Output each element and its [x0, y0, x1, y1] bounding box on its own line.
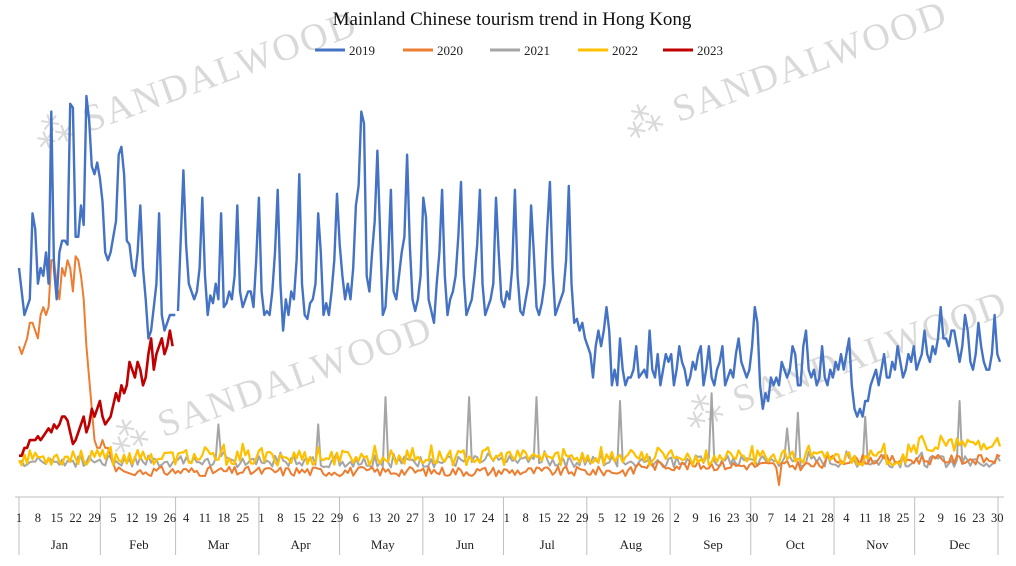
x-tick-label: 4 — [843, 511, 850, 525]
x-tick-label: 30 — [746, 511, 759, 525]
x-tick-label: 5 — [598, 511, 604, 525]
x-month-label: Feb — [129, 537, 149, 552]
x-tick-label: 19 — [633, 511, 646, 525]
x-tick-label: 8 — [523, 511, 529, 525]
x-tick-label: 9 — [692, 511, 698, 525]
x-tick-label: 20 — [387, 511, 400, 525]
x-tick-label: 25 — [236, 511, 249, 525]
x-tick-label: 1 — [258, 511, 264, 525]
x-tick-label: 2 — [919, 511, 925, 525]
x-tick-label: 28 — [821, 511, 834, 525]
x-tick-label: 18 — [878, 511, 891, 525]
x-tick-label: 5 — [110, 511, 116, 525]
x-tick-label: 27 — [406, 511, 419, 525]
x-month-label: May — [371, 537, 395, 552]
x-tick-label: 2 — [673, 511, 679, 525]
x-tick-label: 14 — [784, 511, 797, 525]
x-tick-label: 18 — [218, 511, 231, 525]
x-month-label: Jul — [540, 537, 556, 552]
x-tick-label: 12 — [614, 511, 627, 525]
plot-area — [17, 94, 1002, 486]
x-month-label: Dec — [949, 537, 970, 552]
x-month-label: Nov — [866, 537, 889, 552]
legend-label-2023: 2023 — [697, 43, 723, 58]
x-tick-label: 26 — [164, 511, 177, 525]
x-month-label: Apr — [291, 537, 312, 552]
series-line-2020 — [18, 255, 1001, 486]
x-tick-label: 3 — [428, 511, 434, 525]
x-tick-label: 19 — [145, 511, 158, 525]
x-tick-label: 23 — [727, 511, 740, 525]
x-tick-label: 9 — [938, 511, 944, 525]
legend-label-2021: 2021 — [524, 43, 550, 58]
x-tick-label: 1 — [504, 511, 510, 525]
series-line-2021 — [18, 392, 1001, 469]
x-tick-label: 7 — [768, 511, 774, 525]
watermark-text: ⁂ SANDALWOOD — [29, 2, 364, 158]
x-month-label: Jun — [456, 537, 475, 552]
x-tick-label: 15 — [50, 511, 63, 525]
series-line-2019-a — [17, 94, 176, 340]
legend: 2019 2020 2021 2022 2023 — [315, 43, 723, 58]
x-tick-label: 29 — [88, 511, 101, 525]
series-line-2022 — [18, 434, 1002, 467]
x-tick-label: 24 — [482, 511, 495, 525]
x-tick-label: 12 — [126, 511, 139, 525]
x-tick-label: 11 — [859, 511, 871, 525]
x-tick-label: 29 — [576, 511, 589, 525]
x-tick-label: 29 — [331, 511, 344, 525]
x-tick-label: 21 — [802, 511, 815, 525]
chart-title: Mainland Chinese tourism trend in Hong K… — [333, 9, 692, 30]
watermark-layer: ⁂ SANDALWOOD ⁂ SANDALWOOD⁂ SANDALWOOD ⁂ SA… — [29, 0, 1014, 463]
legend-label-2019: 2019 — [349, 43, 375, 58]
x-tick-label: 4 — [183, 511, 190, 525]
watermark-text: ⁂ SANDALWOOD — [104, 307, 439, 463]
x-tick-label: 1 — [16, 511, 22, 525]
x-tick-label: 10 — [444, 511, 457, 525]
x-month-label: Jan — [51, 537, 69, 552]
x-tick-label: 15 — [538, 511, 551, 525]
x-tick-label: 22 — [69, 511, 82, 525]
x-tick-label: 6 — [353, 511, 359, 525]
series-line-2019-b — [176, 110, 1002, 418]
x-tick-label: 8 — [277, 511, 283, 525]
x-tick-label: 8 — [35, 511, 41, 525]
x-month-label: Oct — [786, 537, 805, 552]
x-tick-label: 16 — [953, 511, 966, 525]
x-tick-label: 13 — [368, 511, 381, 525]
x-tick-label: 16 — [708, 511, 721, 525]
x-tick-label: 22 — [312, 511, 325, 525]
x-month-label: Sep — [703, 537, 723, 552]
x-tick-label: 30 — [991, 511, 1004, 525]
x-tick-label: 22 — [557, 511, 570, 525]
series-line-2023 — [19, 329, 174, 457]
x-month-label: Mar — [208, 537, 230, 552]
x-tick-label: 23 — [972, 511, 985, 525]
x-tick-label: 11 — [199, 511, 211, 525]
x-tick-label: 26 — [651, 511, 664, 525]
x-tick-label: 17 — [463, 511, 476, 525]
x-tick-label: 25 — [897, 511, 910, 525]
legend-label-2020: 2020 — [437, 43, 463, 58]
x-month-label: Aug — [620, 537, 643, 552]
legend-label-2022: 2022 — [612, 43, 638, 58]
x-tick-label: 15 — [293, 511, 306, 525]
